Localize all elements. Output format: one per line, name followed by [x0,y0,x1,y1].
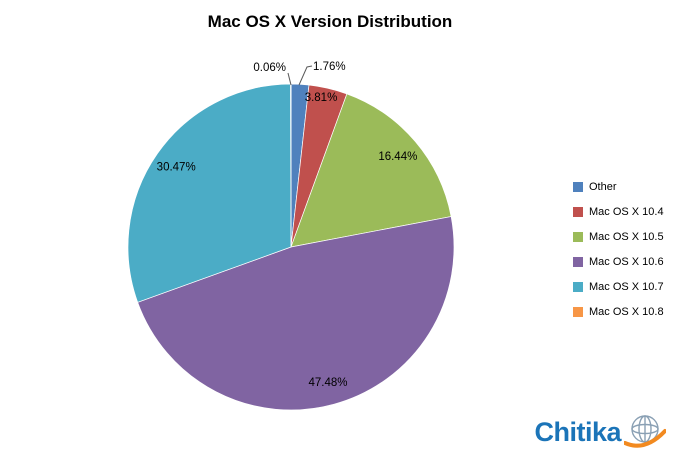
legend-label: Mac OS X 10.7 [589,281,664,293]
chitika-logo-text: Chitika [534,416,621,447]
legend-label: Mac OS X 10.5 [589,231,664,243]
legend-swatch [573,182,583,192]
legend-swatch [573,307,583,317]
legend-label: Other [589,181,617,193]
chart-title: Mac OS X Version Distribution [207,12,453,31]
pie-slice-mac-os-x-10-6[interactable] [137,216,455,411]
legend-item-mac-os-x-10-8[interactable]: Mac OS X 10.8 [573,306,664,318]
data-label-mac-os-x-10-5: 16.44% [378,151,417,163]
pie-slice-mac-os-x-10-7[interactable] [127,83,292,303]
legend-label: Mac OS X 10.6 [589,256,664,268]
legend-item-mac-os-x-10-7[interactable]: Mac OS X 10.7 [573,281,664,293]
legend-swatch [573,232,583,242]
legend: Other Mac OS X 10.4 Mac OS X 10.5 Mac OS X … [573,181,664,331]
label-leader-line [287,72,292,86]
data-label-mac-os-x-10-7: 30.47% [157,162,196,174]
legend-item-mac-os-x-10-4[interactable]: Mac OS X 10.4 [573,206,664,218]
legend-label: Mac OS X 10.8 [589,306,664,318]
data-label-other: 1.76% [313,61,346,73]
swoosh [624,429,666,448]
legend-label: Mac OS X 10.4 [589,206,664,218]
data-label-mac-os-x-10-8: 0.06% [253,62,286,74]
legend-item-other[interactable]: Other [573,181,664,193]
data-label-mac-os-x-10-4: 3.81% [305,92,338,104]
legend-item-mac-os-x-10-6[interactable]: Mac OS X 10.6 [573,256,664,268]
label-leader-line [298,65,313,86]
chitika-logo: Chitika [534,411,666,453]
legend-swatch [573,207,583,217]
pie-slice-mac-os-x-10-5[interactable] [290,93,452,248]
legend-swatch [573,282,583,292]
pie-slice-mac-os-x-10-8[interactable] [290,83,292,248]
legend-swatch [573,257,583,267]
chitika-globe-icon [624,415,666,448]
legend-item-mac-os-x-10-5[interactable]: Mac OS X 10.5 [573,231,664,243]
data-label-mac-os-x-10-6: 47.48% [308,377,347,389]
